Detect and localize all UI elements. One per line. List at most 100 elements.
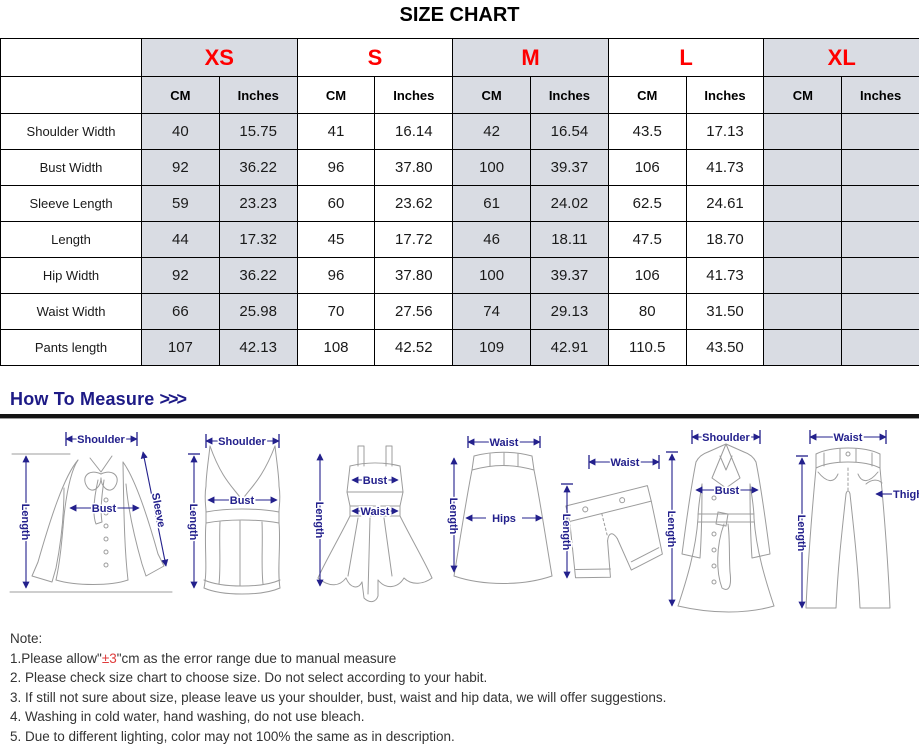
value-cell: 42.13: [218, 329, 298, 366]
value-cell: 41.73: [685, 149, 765, 186]
value-cell: [763, 329, 843, 366]
value-cell: 37.80: [374, 257, 454, 294]
figure-blouse: Shoulder Length Bust Sleeve: [9, 432, 173, 593]
value-cell: 18.11: [530, 221, 609, 258]
value-cell: 17.32: [218, 221, 298, 258]
value-cell: [841, 149, 919, 186]
unit-header: CM: [141, 76, 220, 114]
value-cell: 108: [296, 329, 376, 366]
value-cell: 39.37: [530, 257, 609, 294]
value-cell: 42: [452, 113, 531, 150]
value-cell: 46: [452, 221, 531, 258]
row-label: Sleeve Length: [0, 185, 142, 222]
figure-pants: Waist Length Thigh: [794, 430, 919, 609]
label-sleeve: Sleeve: [149, 492, 167, 529]
value-cell: 106: [607, 149, 687, 186]
value-cell: 110.5: [607, 329, 687, 366]
figure-skirt: Waist Length Hips: [446, 436, 553, 584]
value-cell: 44: [141, 221, 220, 258]
size-header: XS: [141, 38, 298, 77]
value-cell: 60: [296, 185, 376, 222]
value-cell: 66: [141, 293, 220, 330]
value-cell: 74: [452, 293, 531, 330]
size-header: XL: [763, 38, 919, 77]
value-cell: 62.5: [607, 185, 687, 222]
chevrons-icon: >>>: [159, 389, 188, 409]
value-cell: 24.02: [530, 185, 609, 222]
unit-header: CM: [763, 76, 843, 114]
label-waist: Waist: [361, 506, 390, 518]
row-label: Waist Width: [0, 293, 142, 330]
value-cell: 45: [296, 221, 376, 258]
value-cell: 23.23: [218, 185, 298, 222]
value-cell: 17.13: [685, 113, 765, 150]
value-cell: 43.5: [607, 113, 687, 150]
value-cell: 92: [141, 149, 220, 186]
value-cell: 16.14: [374, 113, 454, 150]
value-cell: 25.98: [218, 293, 298, 330]
value-cell: 18.70: [685, 221, 765, 258]
corner-cell: [0, 76, 142, 114]
value-cell: [763, 185, 843, 222]
label-waist: Waist: [490, 437, 519, 449]
value-cell: 43.50: [685, 329, 765, 366]
figure-dress: Length Bust Waist: [312, 445, 433, 603]
label-length: Length: [313, 502, 325, 539]
value-cell: [841, 257, 919, 294]
value-cell: 29.13: [530, 293, 609, 330]
value-cell: 36.22: [218, 149, 298, 186]
value-cell: [763, 221, 843, 258]
unit-header: Inches: [218, 76, 298, 114]
size-header: M: [452, 38, 609, 77]
how-to-measure-heading: How To Measure >>>: [10, 389, 188, 410]
value-cell: 96: [296, 257, 376, 294]
value-cell: 39.37: [530, 149, 609, 186]
value-cell: 92: [141, 257, 220, 294]
label-length: Length: [19, 504, 31, 541]
value-cell: [841, 221, 919, 258]
row-label: Hip Width: [0, 257, 142, 294]
value-cell: 41: [296, 113, 376, 150]
value-cell: 37.80: [374, 149, 454, 186]
value-cell: [841, 329, 919, 366]
value-cell: 16.54: [530, 113, 609, 150]
value-cell: 61: [452, 185, 531, 222]
unit-header: CM: [296, 76, 376, 114]
value-cell: 17.72: [374, 221, 454, 258]
note-line-5: 5. Due to different lighting, color may …: [10, 728, 455, 744]
figure-shorts: Waist Length: [559, 455, 663, 579]
value-cell: 107: [141, 329, 220, 366]
unit-header: Inches: [685, 76, 765, 114]
corner-cell: [0, 38, 142, 77]
unit-header: CM: [607, 76, 687, 114]
value-cell: 40: [141, 113, 220, 150]
label-length: Length: [187, 504, 199, 541]
label-bust: Bust: [230, 495, 255, 507]
value-cell: [841, 185, 919, 222]
value-cell: [763, 257, 843, 294]
value-cell: [841, 293, 919, 330]
value-cell: 15.75: [218, 113, 298, 150]
notes-section: Note: 1.Please allow"±3"cm as the error …: [10, 629, 910, 746]
unit-header: Inches: [374, 76, 454, 114]
label-thigh: Thigh: [893, 489, 919, 501]
value-cell: 42.52: [374, 329, 454, 366]
label-bust: Bust: [92, 503, 117, 515]
value-cell: [763, 113, 843, 150]
row-label: Length: [0, 221, 142, 258]
value-cell: 23.62: [374, 185, 454, 222]
note-red-value: ±3: [101, 650, 117, 666]
label-hips: Hips: [492, 513, 516, 525]
value-cell: 31.50: [685, 293, 765, 330]
row-label: Pants length: [0, 329, 142, 366]
label-length: Length: [447, 498, 459, 535]
value-cell: 36.22: [218, 257, 298, 294]
label-bust: Bust: [715, 485, 740, 497]
label-length: Length: [560, 514, 572, 551]
notes-heading: Note:: [10, 631, 43, 646]
value-cell: 47.5: [607, 221, 687, 258]
value-cell: 41.73: [685, 257, 765, 294]
value-cell: [763, 293, 843, 330]
page-title: SIZE CHART: [399, 4, 520, 26]
row-label: Bust Width: [0, 149, 142, 186]
